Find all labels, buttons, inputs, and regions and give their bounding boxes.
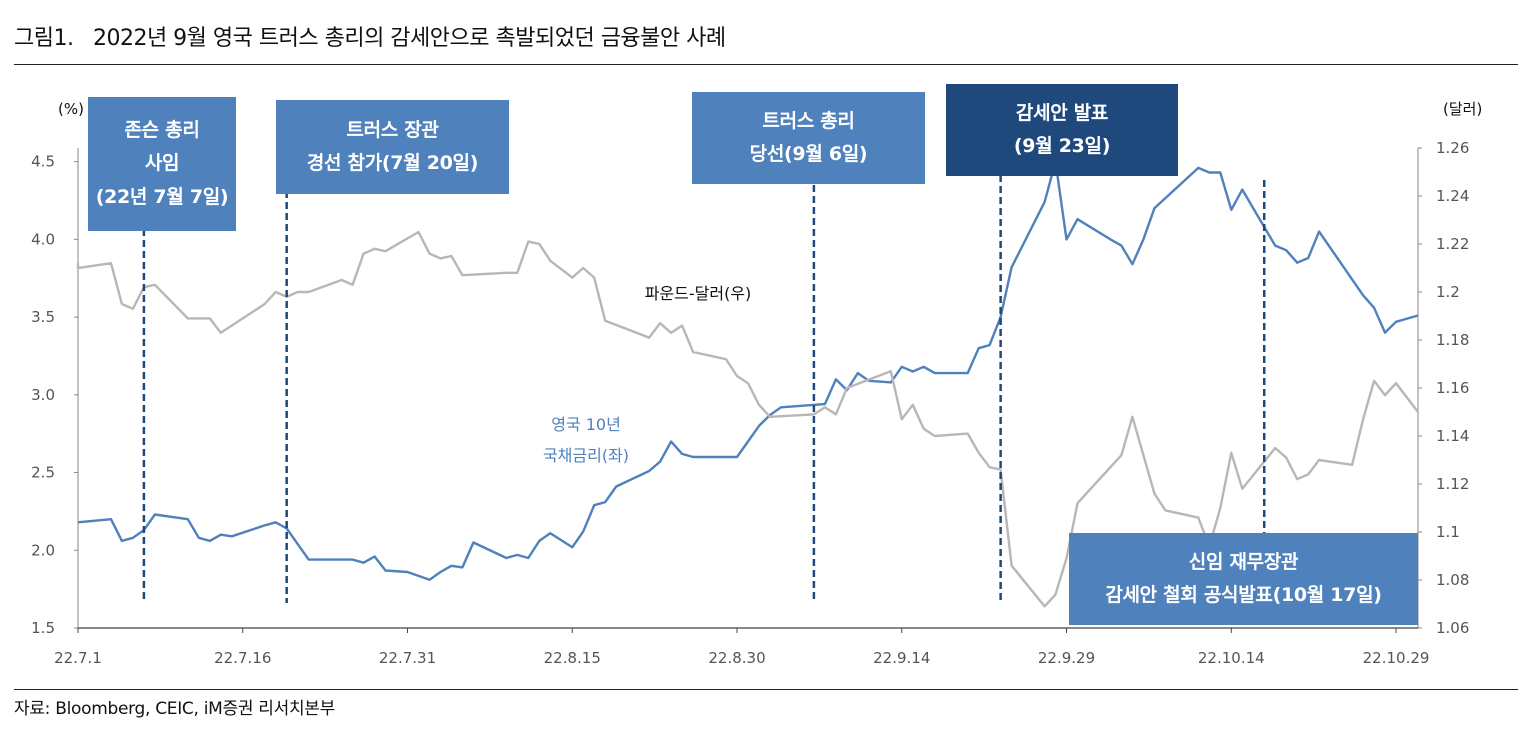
source-divider (14, 689, 1518, 690)
y-right-tick-label: 1.14 (1436, 427, 1469, 445)
y-left-tick-label: 3.5 (31, 308, 55, 326)
chart-plot-area: (%) (달러) 1.5 2.0 2.5 3.0 3.5 4.0 4.5 1.06 1.08 1.1 1… (31, 100, 1482, 667)
y-left-tick-label: 2.5 (31, 464, 55, 482)
x-tick-label: 22.7.16 (214, 649, 271, 667)
y-right-tick-label: 1.08 (1436, 571, 1469, 589)
y-right-tick-label: 1.22 (1436, 235, 1469, 253)
event-johnson-resignation: 존슨 총리 사임 (22년 7월 7일) (88, 97, 236, 231)
uk-10y-yield-line (77, 160, 1419, 581)
event-line: 신임 재무장관 (1188, 550, 1299, 573)
event-tax-cut-withdrawal: 신임 재무장관 감세안 철회 공식발표(10월 17일) (1069, 533, 1418, 625)
y-left-tick-label: 2.0 (31, 541, 55, 559)
event-line: 당선(9월 6일) (749, 143, 868, 165)
y-left-tick-label: 3.0 (31, 386, 55, 404)
y-right-tick-label: 1.16 (1436, 379, 1469, 397)
y-right-tick-label: 1.26 (1436, 139, 1469, 157)
left-axis-unit: (%) (58, 100, 84, 118)
x-tick-label: 22.9.14 (873, 649, 930, 667)
x-tick-label: 22.7.1 (54, 649, 102, 667)
yield-series-label: 국채금리(좌) (543, 446, 629, 465)
y-right-tick-label: 1.18 (1436, 331, 1469, 349)
x-tick-label: 22.10.14 (1198, 649, 1265, 667)
event-line: 존슨 총리 (124, 119, 200, 142)
y-left-tick-label: 1.5 (31, 619, 55, 637)
event-truss-candidacy: 트러스 장관 경선 참가(7월 20일) (276, 100, 509, 194)
figure-title: 그림1. 2022년 9월 영국 트러스 총리의 감세안으로 촉발되었던 금융불… (14, 26, 726, 51)
x-tick-label: 22.7.31 (379, 649, 436, 667)
event-line: 사임 (144, 152, 180, 175)
x-tick-label: 22.10.29 (1363, 649, 1430, 667)
y-right-tick-label: 1.2 (1436, 283, 1460, 301)
event-line: 경선 참가(7월 20일) (306, 152, 479, 174)
x-tick-label: 22.9.29 (1038, 649, 1095, 667)
y-right-tick-label: 1.06 (1436, 619, 1469, 637)
y-right-tick-label: 1.1 (1436, 523, 1460, 541)
event-truss-elected: 트러스 총리 당선(9월 6일) (692, 92, 925, 184)
y-right-tick-label: 1.12 (1436, 475, 1469, 493)
source-note: 자료: Bloomberg, CEIC, iM증권 리서치본부 (14, 699, 335, 719)
x-tick-label: 22.8.30 (708, 649, 765, 667)
x-tick-label: 22.8.15 (544, 649, 601, 667)
y-left-tick-label: 4.5 (31, 153, 55, 171)
event-line: 트러스 총리 (762, 109, 855, 132)
event-line: 감세안 철회 공식발표(10월 17일) (1105, 584, 1382, 606)
right-axis-unit: (달러) (1443, 100, 1482, 118)
event-line: (9월 23일) (1013, 135, 1111, 157)
event-line: 트러스 장관 (346, 118, 439, 141)
y-left-tick-label: 4.0 (31, 230, 55, 248)
y-right-tick-label: 1.24 (1436, 187, 1469, 205)
event-line: 감세안 발표 (1015, 101, 1109, 124)
fx-series-label: 파운드-달러(우) (645, 284, 752, 303)
event-line: (22년 7월 7일) (95, 185, 229, 208)
title-divider (14, 64, 1518, 65)
event-tax-cut-announcement: 감세안 발표 (9월 23일) (946, 84, 1178, 176)
yield-series-label: 영국 10년 (551, 415, 621, 434)
